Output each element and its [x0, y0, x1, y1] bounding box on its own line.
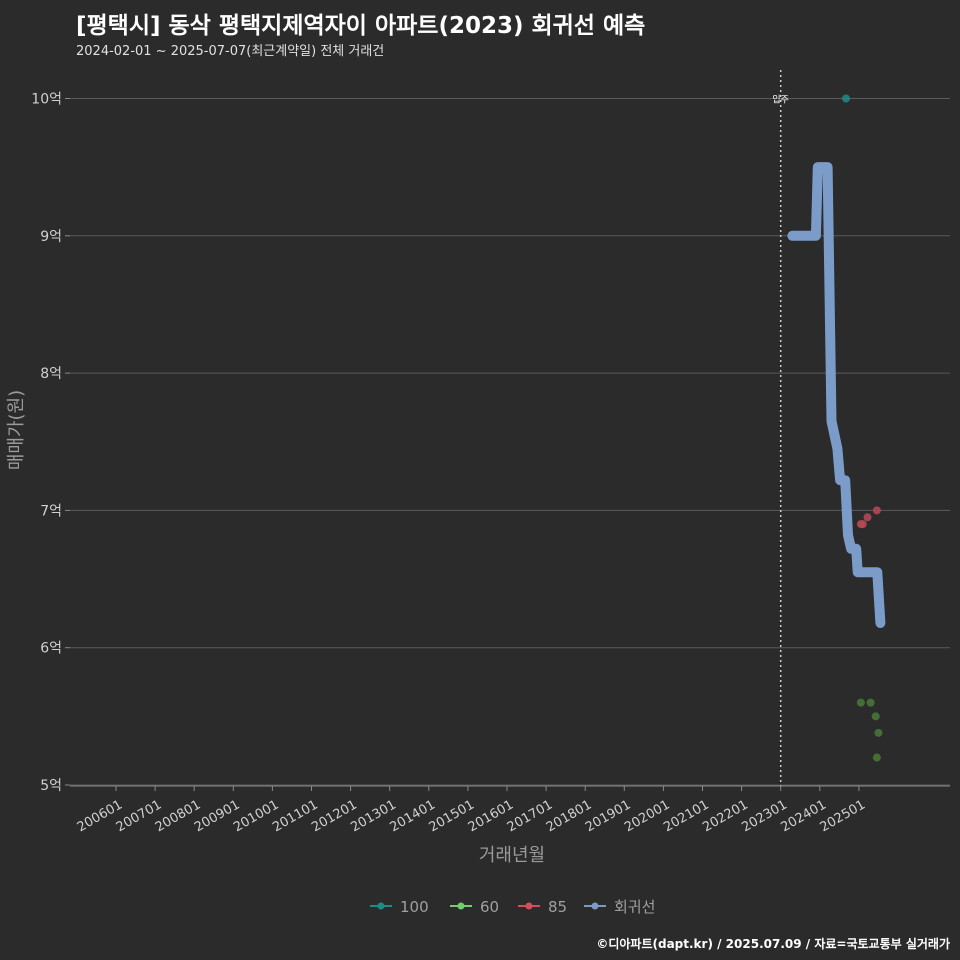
point-60 [872, 753, 881, 762]
point-60 [866, 698, 875, 707]
point-85 [863, 513, 872, 522]
legend-swatch-dot [457, 902, 465, 910]
y-tick-label: 9억 [40, 229, 62, 245]
y-tick-label: 6억 [40, 641, 62, 657]
legend-swatch-dot [525, 902, 533, 910]
regression-layer [787, 162, 886, 628]
chart-title: [평택시] 동삭 평택지제역자이 아파트(2023) 회귀선 예측 [76, 13, 646, 39]
credit-footer: ©디아파트(dapt.kr) / 2025.07.09 / 자료=국토교통부 실… [596, 937, 950, 951]
point-100 [841, 94, 850, 103]
legend-label: 85 [548, 898, 567, 916]
x-axis-label: 거래년월 [479, 845, 545, 866]
y-axis-label: 매매가(원) [6, 390, 27, 470]
regression-line [787, 162, 886, 628]
y-tick-label: 5억 [40, 778, 62, 794]
legend-swatch-dot [377, 902, 385, 910]
chart-subtitle: 2024-02-01 ~ 2025-07-07(최근계약일) 전체 거래건 [76, 44, 385, 59]
points-layer [841, 94, 883, 762]
legend-label: 60 [480, 898, 499, 916]
y-tick-label: 7억 [40, 503, 62, 519]
y-tick-label: 10억 [31, 92, 62, 108]
move-in-label: 입주 [772, 94, 789, 106]
legend-label: 100 [400, 898, 429, 916]
point-85 [872, 506, 881, 515]
legend-label: 회귀선 [614, 898, 655, 916]
legend-swatch-dot [591, 902, 599, 910]
point-60 [856, 698, 865, 707]
annotation-layer: 입주 [772, 70, 789, 786]
point-60 [871, 712, 880, 721]
point-60 [874, 728, 883, 737]
legend: 100 60 85 회귀선 [370, 898, 655, 916]
point-85 [858, 520, 867, 529]
x-tick-label: 202501 [818, 797, 868, 835]
y-tick-label: 8억 [40, 366, 62, 382]
grid-lines [70, 98, 950, 786]
